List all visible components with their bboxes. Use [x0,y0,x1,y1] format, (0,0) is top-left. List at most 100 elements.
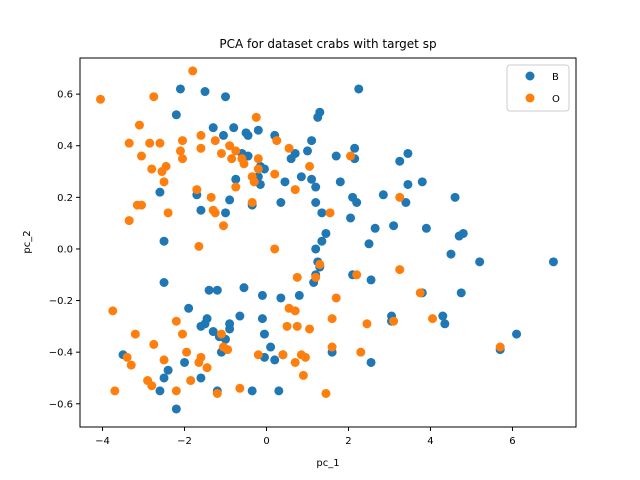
point-b-83 [200,319,210,329]
point-b-41 [311,182,321,192]
point-b-15 [303,146,312,156]
point-b-89 [257,314,267,324]
point-o-56 [415,288,425,298]
point-o-62 [282,321,292,331]
point-o-16 [284,143,294,153]
point-b-64 [159,236,169,246]
point-b-30 [280,177,290,187]
point-b-47 [196,205,206,215]
point-o-70 [216,329,226,339]
point-o-92 [235,383,245,393]
point-o-51 [292,272,302,282]
point-b-71 [159,278,169,287]
y-tick-label: −0.4 [49,348,73,359]
point-b-32 [307,174,317,184]
point-o-7 [177,136,187,146]
point-o-50 [315,259,325,269]
point-o-74 [202,363,212,373]
series-b [118,84,558,414]
point-o-9 [210,136,220,146]
point-b-61 [475,257,485,267]
point-o-67 [428,314,438,324]
point-o-14 [253,154,263,164]
point-o-59 [290,306,300,316]
point-o-19 [147,164,157,174]
point-b-108 [366,357,376,367]
point-o-46 [325,208,335,218]
point-o-42 [247,198,257,207]
point-o-66 [389,316,399,326]
point-b-57 [364,239,374,249]
point-o-2 [149,92,159,102]
point-b-33 [335,177,345,187]
point-o-6 [155,138,165,148]
x-tick-label: −2 [177,436,192,447]
point-b-36 [155,187,165,197]
point-b-70 [366,275,376,285]
point-o-29 [305,161,315,171]
point-b-94 [438,311,448,321]
point-o-61 [171,316,181,326]
point-o-43 [163,208,173,218]
point-o-0 [96,94,105,104]
point-b-38 [225,195,235,205]
point-o-93 [298,370,308,380]
point-o-63 [292,321,302,331]
point-b-54 [321,228,331,238]
x-tick-label: −4 [95,436,110,447]
point-o-78 [253,350,263,360]
point-b-55 [317,236,327,246]
point-o-31 [159,177,169,187]
point-b-73 [212,285,222,295]
point-o-88 [147,381,157,391]
point-b-113 [171,404,181,414]
point-b-59 [458,228,468,238]
chart-title: PCA for dataset crabs with target sp [219,37,436,51]
point-o-52 [311,272,321,282]
point-o-95 [110,386,120,396]
point-b-20 [331,151,341,161]
point-b-91 [259,329,269,339]
point-o-24 [196,143,206,153]
point-o-18 [136,151,146,161]
point-b-22 [395,156,405,166]
point-b-84 [208,327,218,337]
point-b-14 [307,136,317,146]
point-o-13 [239,159,249,169]
point-o-64 [305,324,315,334]
legend-box [506,64,570,112]
point-o-55 [331,293,341,303]
point-b-26 [259,164,269,174]
point-o-90 [186,376,196,386]
point-o-36 [249,177,259,187]
point-b-96 [512,329,522,339]
point-o-60 [327,314,337,324]
point-b-75 [257,290,267,300]
point-o-76 [223,345,233,355]
y-tick-label: 0.2 [57,193,73,204]
point-o-77 [194,357,204,367]
point-o-69 [177,329,187,339]
point-b-5 [313,112,323,122]
point-o-71 [149,339,159,349]
point-o-81 [300,352,310,362]
y-tick-label: −0.2 [49,296,73,307]
point-o-89 [171,386,181,396]
y-tick-label: 0.4 [57,141,73,152]
point-b-45 [378,190,388,200]
point-o-35 [231,182,241,192]
point-b-87 [225,319,235,329]
point-b-100 [266,342,276,352]
point-o-72 [182,347,192,357]
point-o-3 [134,120,144,130]
series-o [96,66,505,398]
x-axis-label: pc_1 [316,458,339,469]
point-b-18 [350,143,360,153]
point-b-80 [184,303,194,313]
point-b-1 [200,87,210,97]
point-o-96 [321,388,331,398]
point-b-11 [243,130,253,140]
point-b-72 [204,285,214,295]
point-o-33 [192,185,202,195]
x-axis-ticks: −4 −2 0 2 4 6 [95,427,516,447]
